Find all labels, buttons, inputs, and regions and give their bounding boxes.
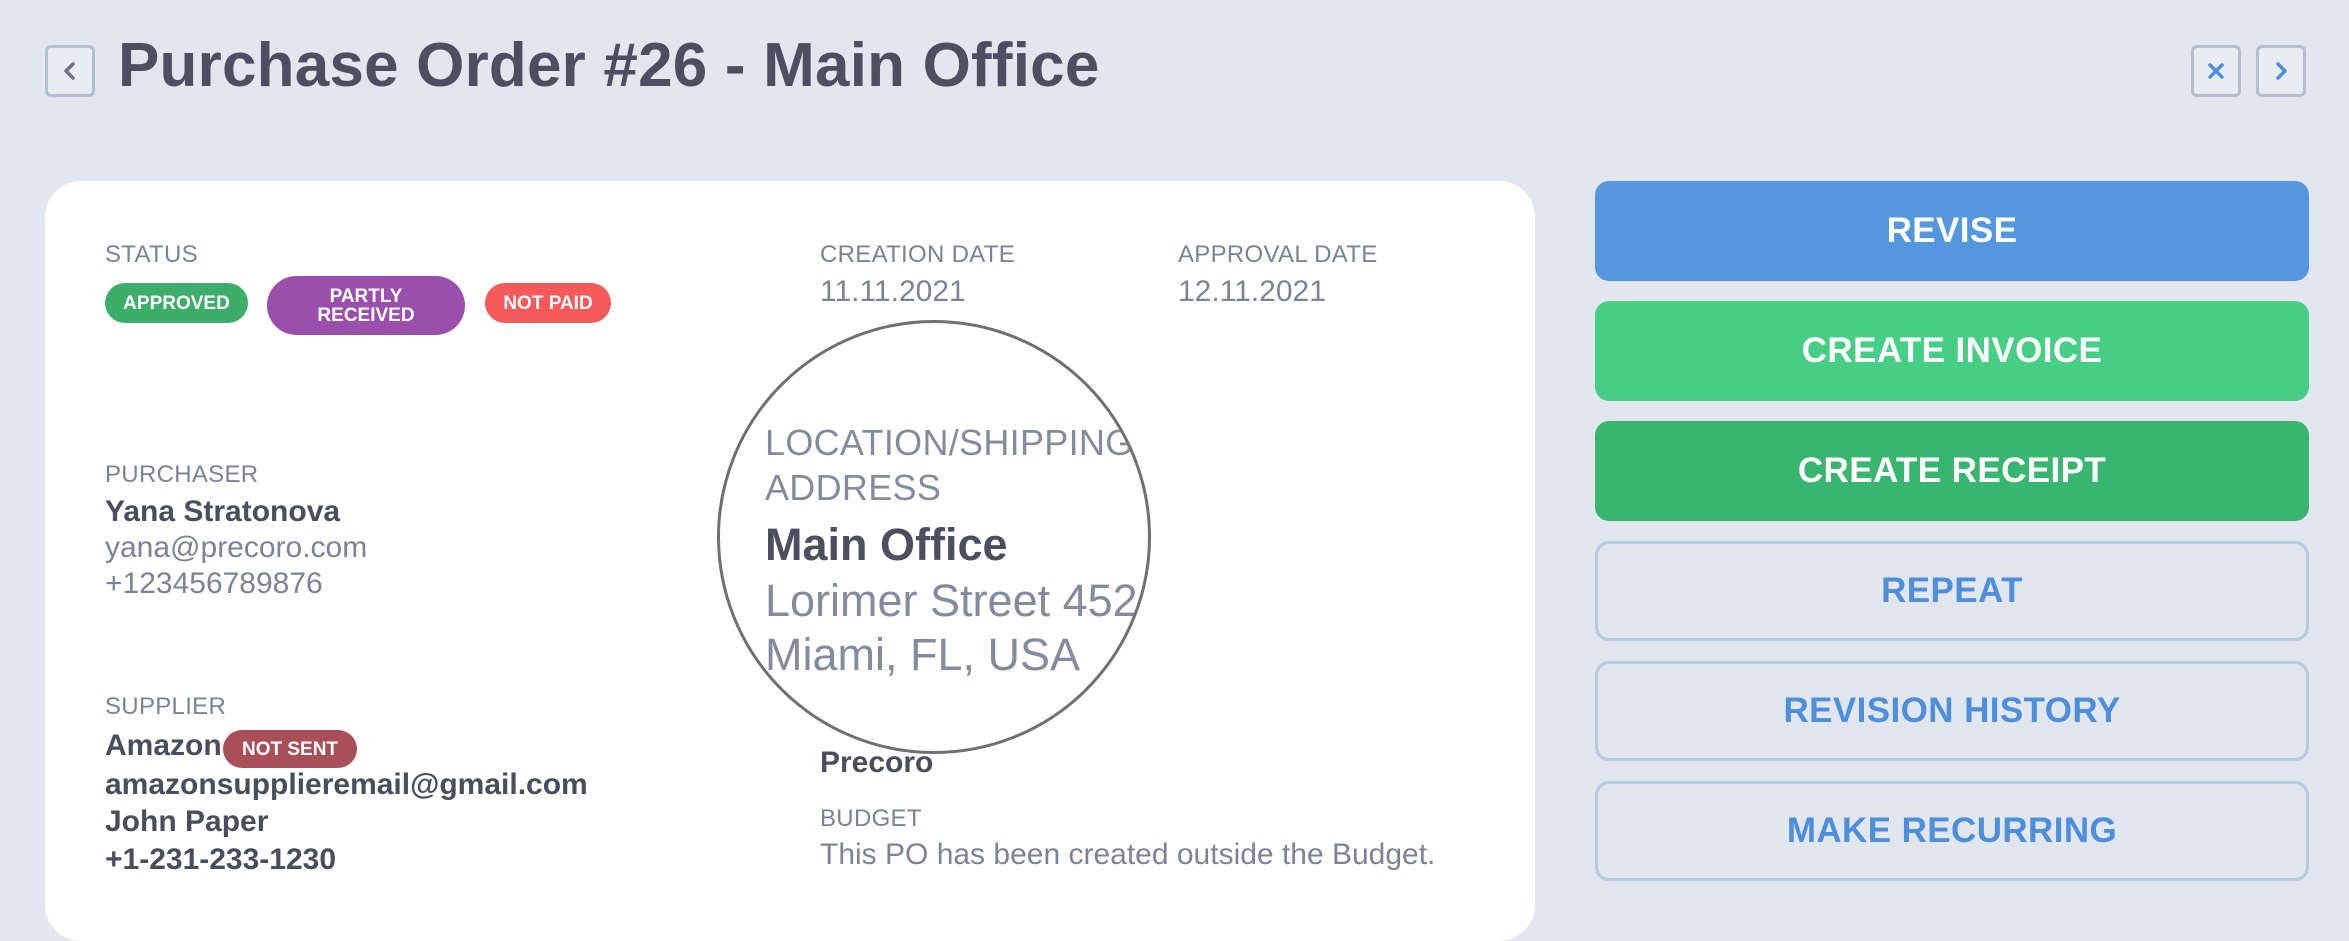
close-icon <box>2208 63 2224 79</box>
purchaser-phone: +123456789876 <box>105 567 323 600</box>
status-label: Status <box>105 241 198 268</box>
next-button[interactable] <box>2256 45 2306 97</box>
supplier-status-badge: Not Sent <box>223 730 357 768</box>
budget-value: This PO has been created outside the Bud… <box>820 838 1436 871</box>
create-invoice-button[interactable]: Create Invoice <box>1595 301 2309 401</box>
magnifier-lens: Location/Shipping Address Main Office Lo… <box>717 320 1151 754</box>
close-button[interactable] <box>2191 45 2241 97</box>
revision-history-button[interactable]: Revision History <box>1595 661 2309 761</box>
status-badge-approved: Approved <box>105 283 248 323</box>
repeat-button[interactable]: Repeat <box>1595 541 2309 641</box>
supplier-phone: +1-231-233-1230 <box>105 843 337 876</box>
create-receipt-button[interactable]: Create Receipt <box>1595 421 2309 521</box>
approval-date-label: Approval Date <box>1178 241 1378 268</box>
chevron-right-icon <box>2276 62 2287 80</box>
revise-button[interactable]: Revise <box>1595 181 2309 281</box>
purchaser-name: Yana Stratonova <box>105 495 341 528</box>
purchaser-label: Purchaser <box>105 461 259 488</box>
budget-label: Budget <box>820 805 922 832</box>
supplier-name: Amazon <box>105 729 222 762</box>
supplier-label: Supplier <box>105 693 227 720</box>
creation-date-value: 11.11.2021 <box>820 275 966 308</box>
chevron-left-icon <box>64 62 75 80</box>
location-street: Lorimer Street 452 <box>765 575 1138 626</box>
supplier-email: amazonsupplieremail@gmail.com <box>105 768 588 801</box>
creation-date-label: Creation Date <box>820 241 1016 268</box>
page-title: Purchase Order #26 - Main Office <box>118 31 1100 100</box>
po-details-card: Status Approved Partly Received Not Paid… <box>45 181 1535 941</box>
location-city: Miami, FL, USA <box>765 629 1081 680</box>
approval-date-value: 12.11.2021 <box>1178 275 1326 308</box>
location-label: Location/Shipping Address <box>765 422 1134 508</box>
status-badge-not-paid: Not Paid <box>485 283 611 323</box>
purchaser-email: yana@precoro.com <box>105 531 368 564</box>
status-badge-partly-received: Partly Received <box>267 276 465 335</box>
supplier-contact: John Paper <box>105 805 269 838</box>
make-recurring-button[interactable]: Make Recurring <box>1595 781 2309 881</box>
location-name: Main Office <box>765 519 1008 570</box>
back-button[interactable] <box>45 45 95 97</box>
